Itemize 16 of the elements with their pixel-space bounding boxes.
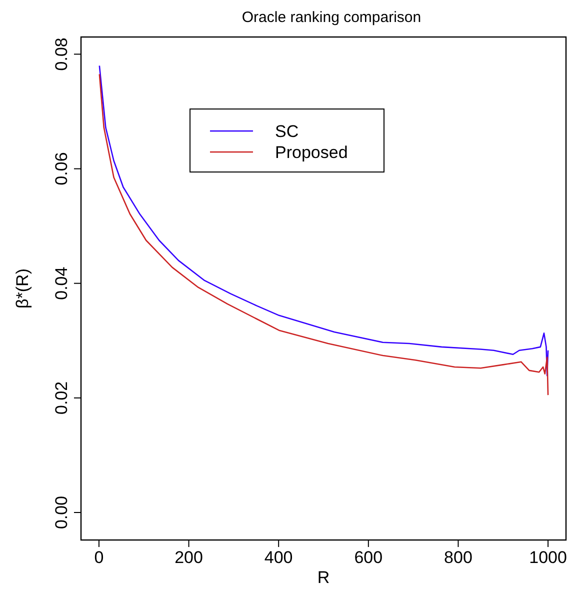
x-tick-label: 400 (264, 548, 293, 567)
x-tick-label: 0 (94, 548, 104, 567)
legend-label: Proposed (275, 143, 348, 162)
y-tick-label: 0.06 (52, 152, 71, 186)
x-tick-label: 200 (174, 548, 203, 567)
y-tick-label: 0.04 (52, 266, 71, 300)
y-tick-label: 0.02 (52, 381, 71, 414)
x-tick-label: 800 (444, 548, 472, 567)
chart-title: Oracle ranking comparison (242, 9, 422, 26)
legend-label: SC (275, 122, 299, 141)
x-axis-title: R (317, 568, 330, 587)
y-tick-label: 0.08 (52, 38, 71, 71)
x-tick-label: 600 (354, 548, 383, 567)
y-axis-title: β*(R) (13, 268, 32, 308)
y-tick-label: 0.00 (52, 496, 71, 530)
x-tick-label: 1000 (529, 548, 567, 567)
